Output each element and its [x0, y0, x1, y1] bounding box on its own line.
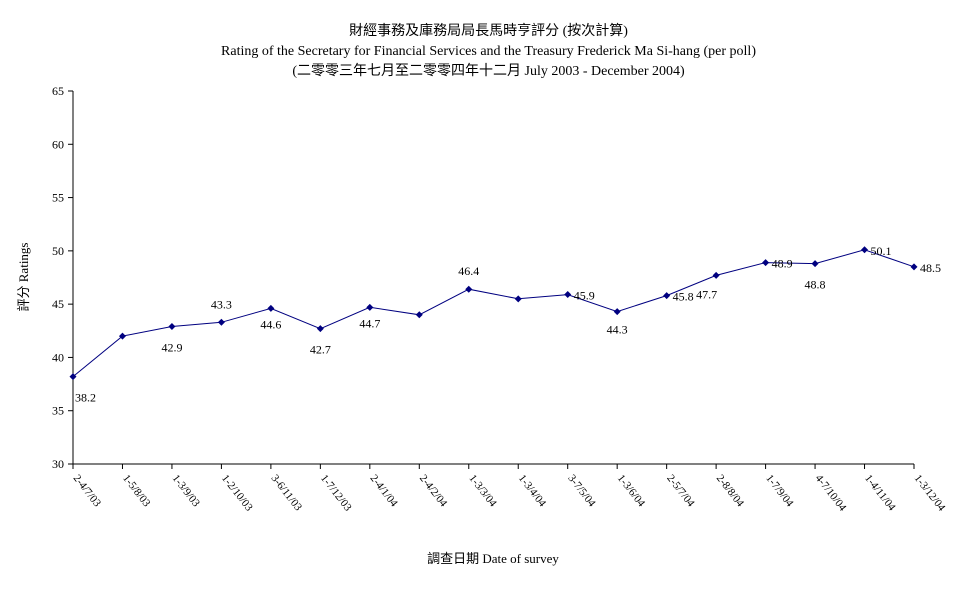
x-tick-label: 2-5/7/04 [664, 472, 697, 509]
y-tick-label: 40 [52, 350, 64, 364]
data-labels: 38.2 42.9 43.3 44.6 42.7 44.7 46.4 45.9 44.3 45.8… [75, 244, 941, 405]
x-axis-label: 調查日期 Date of survey [427, 551, 559, 566]
y-tick-label: 35 [52, 404, 64, 418]
data-point [69, 373, 77, 381]
data-point [118, 332, 126, 340]
y-axis: 30 35 40 45 50 55 60 65 [52, 84, 74, 471]
chart-titles: 財經事務及庫務局局長馬時亨評分 (按次計算) Rating of the Sec… [0, 22, 977, 82]
data-point [861, 246, 869, 254]
data-point [762, 259, 770, 267]
x-tick-label: 1-4/11/04 [862, 472, 898, 513]
data-point [168, 323, 176, 331]
x-tick-label: 2-8/8/04 [714, 472, 747, 509]
data-point [910, 263, 918, 271]
data-point [217, 318, 225, 326]
data-point [564, 291, 572, 299]
y-tick-label: 55 [52, 191, 64, 205]
x-tick-label: 1-7/9/04 [763, 472, 796, 509]
x-tick-label: 1-3/9/03 [170, 472, 203, 509]
data-point [316, 325, 324, 333]
data-point [366, 303, 374, 311]
data-label: 42.9 [161, 341, 182, 355]
series-ratings [69, 246, 918, 381]
x-tick-label: 2-4/7/03 [71, 472, 104, 509]
data-label: 43.3 [211, 297, 232, 311]
y-tick-label: 45 [52, 297, 64, 311]
chart-title-en: Rating of the Secretary for Financial Se… [221, 44, 756, 59]
x-tick-label: 1-3/4/04 [516, 472, 549, 509]
y-tick-label: 50 [52, 244, 64, 258]
x-tick-label: 1-3/12/04 [912, 472, 948, 513]
data-label: 44.3 [607, 323, 628, 337]
data-label: 50.1 [871, 244, 892, 258]
x-tick-label: 1-2/10/03 [219, 472, 255, 513]
data-label: 47.7 [696, 287, 717, 301]
data-label: 46.4 [458, 264, 479, 278]
data-label: 48.5 [920, 261, 941, 275]
series-line [72, 249, 915, 377]
x-tick-label: 1-3/6/04 [615, 472, 648, 509]
x-tick-label: 1-7/12/03 [318, 472, 354, 513]
data-label: 48.9 [772, 257, 793, 271]
data-point [663, 292, 671, 300]
data-point [712, 271, 720, 279]
data-label: 42.7 [310, 343, 331, 357]
chart-title-zh: 財經事務及庫務局局長馬時亨評分 (按次計算) [349, 24, 628, 39]
x-tick-label: 3-6/11/03 [269, 472, 305, 513]
data-label: 44.7 [359, 316, 380, 330]
x-tick-label: 1-3/3/04 [466, 472, 499, 509]
data-point [267, 304, 275, 312]
data-point [514, 295, 522, 303]
y-tick-label: 65 [52, 84, 64, 98]
x-tick-label: 4-7/10/04 [813, 472, 849, 513]
x-tick-label: 2-4/2/04 [417, 472, 450, 509]
chart-subtitle: (二零零三年七月至二零零四年十二月 July 2003 - December 2… [292, 64, 685, 79]
y-tick-label: 60 [52, 137, 64, 151]
data-point [415, 311, 423, 319]
data-label: 45.9 [574, 289, 595, 303]
data-label: 38.2 [75, 391, 96, 405]
data-point [613, 308, 621, 316]
x-tick-label: 1-5/8/03 [120, 472, 153, 509]
x-tick-label: 3-7/5/04 [565, 472, 598, 509]
data-label: 44.6 [260, 317, 281, 331]
y-tick-label: 30 [52, 457, 64, 471]
data-label: 45.8 [673, 290, 694, 304]
data-point [811, 260, 819, 268]
data-label: 48.8 [805, 278, 826, 292]
y-axis-label: 評分 Ratings [16, 243, 31, 312]
x-tick-label: 2-4/1/04 [367, 472, 400, 509]
x-axis: 2-4/7/03 1-5/8/03 1-3/9/03 1-2/10/03 3-6/11/… [71, 463, 948, 514]
data-point [465, 285, 473, 293]
